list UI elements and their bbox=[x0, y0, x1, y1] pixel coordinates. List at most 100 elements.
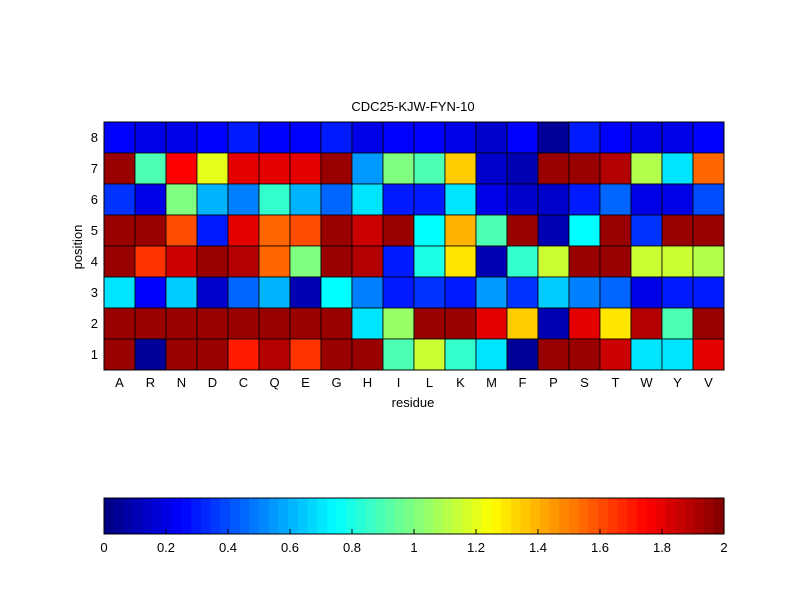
heatmap-cell-8-D bbox=[196, 121, 229, 154]
heatmap-cell-4-W bbox=[630, 245, 663, 278]
heatmap-cell-1-L bbox=[413, 338, 446, 371]
heatmap-cell-2-H bbox=[351, 307, 384, 340]
colorbar-segment bbox=[113, 498, 124, 534]
colorbar-segment bbox=[539, 498, 551, 534]
heatmap-cell-2-V bbox=[692, 307, 725, 340]
colorbar bbox=[104, 498, 725, 534]
heatmap-cell-1-K bbox=[444, 338, 477, 371]
heatmap-cell-3-L bbox=[413, 276, 446, 309]
colorbar-segment bbox=[229, 498, 241, 534]
heatmap-cell-6-F bbox=[506, 183, 539, 216]
heatmap-cell-6-A bbox=[103, 183, 136, 216]
heatmap-cell-8-Y bbox=[661, 121, 694, 154]
heatmap-cell-6-W bbox=[630, 183, 663, 216]
y-tick-label: 5 bbox=[91, 223, 98, 238]
heatmap-cell-3-Q bbox=[258, 276, 291, 309]
heatmap-cell-8-R bbox=[134, 121, 167, 154]
y-tick-labels: 8 7 6 5 4 3 2 1 bbox=[91, 130, 98, 362]
heatmap-cell-5-V bbox=[692, 214, 725, 247]
x-tick-label: G bbox=[331, 375, 341, 390]
colorbar-segment bbox=[578, 498, 589, 534]
heatmap-cell-8-K bbox=[444, 121, 477, 154]
heatmap-cell-2-A bbox=[103, 307, 136, 340]
colorbar-segment bbox=[365, 498, 376, 534]
heatmap-cell-5-A bbox=[103, 214, 136, 247]
heatmap-cell-8-Q bbox=[258, 121, 291, 154]
heatmap-cell-6-E bbox=[289, 183, 322, 216]
heatmap-cell-8-E bbox=[289, 121, 322, 154]
heatmap-cell-3-P bbox=[537, 276, 570, 309]
colorbar-tick-label: 1.6 bbox=[591, 540, 609, 555]
heatmap-cell-2-L bbox=[413, 307, 446, 340]
heatmap-cell-5-N bbox=[165, 214, 198, 247]
heatmap-cell-2-R bbox=[134, 307, 167, 340]
heatmap-cell-3-C bbox=[227, 276, 260, 309]
heatmap-cell-6-S bbox=[568, 183, 601, 216]
heatmap-cells bbox=[103, 121, 725, 371]
x-tick-label: Q bbox=[269, 375, 279, 390]
heatmap-cell-3-W bbox=[630, 276, 663, 309]
colorbar-tick-label: 1.2 bbox=[467, 540, 485, 555]
heatmap-frame bbox=[103, 121, 725, 371]
heatmap-cell-1-V bbox=[692, 338, 725, 371]
x-tick-label: F bbox=[519, 375, 527, 390]
heatmap-cell-7-M bbox=[475, 152, 508, 185]
heatmap-cell-8-I bbox=[382, 121, 415, 154]
heatmap-cell-1-N bbox=[165, 338, 198, 371]
heatmap-cell-7-V bbox=[692, 152, 725, 185]
heatmap-cell-6-Q bbox=[258, 183, 291, 216]
heatmap-cell-2-P bbox=[537, 307, 570, 340]
heatmap-cell-1-W bbox=[630, 338, 663, 371]
heatmap-cell-6-L bbox=[413, 183, 446, 216]
colorbar-segment bbox=[510, 498, 522, 534]
heatmap-cell-6-P bbox=[537, 183, 570, 216]
colorbar-segment bbox=[607, 498, 619, 534]
y-tick-label: 1 bbox=[91, 347, 98, 362]
heatmap-cell-4-Q bbox=[258, 245, 291, 278]
heatmap-cell-4-C bbox=[227, 245, 260, 278]
heatmap-cell-1-Q bbox=[258, 338, 291, 371]
heatmap-cell-6-I bbox=[382, 183, 415, 216]
heatmap-cell-3-N bbox=[165, 276, 198, 309]
heatmap-cell-2-S bbox=[568, 307, 601, 340]
heatmap-cell-4-L bbox=[413, 245, 446, 278]
heatmap-cell-5-G bbox=[320, 214, 353, 247]
heatmap-cell-4-R bbox=[134, 245, 167, 278]
heatmap-cell-1-A bbox=[103, 338, 136, 371]
heatmap-cell-6-N bbox=[165, 183, 198, 216]
colorbar-segment bbox=[171, 498, 183, 534]
colorbar-segment bbox=[481, 498, 493, 534]
heatmap-cell-4-N bbox=[165, 245, 198, 278]
heatmap-cell-4-D bbox=[196, 245, 229, 278]
colorbar-segment bbox=[617, 498, 628, 534]
heatmap-cell-2-T bbox=[599, 307, 632, 340]
colorbar-segment bbox=[133, 498, 144, 534]
colorbar-segment bbox=[268, 498, 279, 534]
heatmap-cell-6-T bbox=[599, 183, 632, 216]
colorbar-segment bbox=[491, 498, 502, 534]
heatmap-cell-3-V bbox=[692, 276, 725, 309]
heatmap-cell-8-G bbox=[320, 121, 353, 154]
heatmap-cell-4-I bbox=[382, 245, 415, 278]
colorbar-segment bbox=[181, 498, 192, 534]
heatmap-cell-8-V bbox=[692, 121, 725, 154]
colorbar-segment bbox=[452, 498, 464, 534]
heatmap-cell-8-S bbox=[568, 121, 601, 154]
x-tick-label: E bbox=[301, 375, 310, 390]
heatmap-cell-1-T bbox=[599, 338, 632, 371]
colorbar-segment bbox=[259, 498, 270, 534]
heatmap-cell-4-T bbox=[599, 245, 632, 278]
heatmap-cell-2-D bbox=[196, 307, 229, 340]
heatmap-cell-5-H bbox=[351, 214, 384, 247]
heatmap-cell-5-R bbox=[134, 214, 167, 247]
colorbar-tick-label: 0.8 bbox=[343, 540, 361, 555]
y-tick-label: 8 bbox=[91, 130, 98, 145]
colorbar-tick-labels: 0 0.2 0.4 0.6 0.8 1 1.2 1.4 1.6 1.8 2 bbox=[100, 529, 728, 555]
heatmap-cell-2-F bbox=[506, 307, 539, 340]
colorbar-segment bbox=[142, 498, 154, 534]
x-tick-label: C bbox=[239, 375, 248, 390]
x-tick-label: N bbox=[177, 375, 186, 390]
heatmap-cell-7-P bbox=[537, 152, 570, 185]
colorbar-segment bbox=[336, 498, 347, 534]
